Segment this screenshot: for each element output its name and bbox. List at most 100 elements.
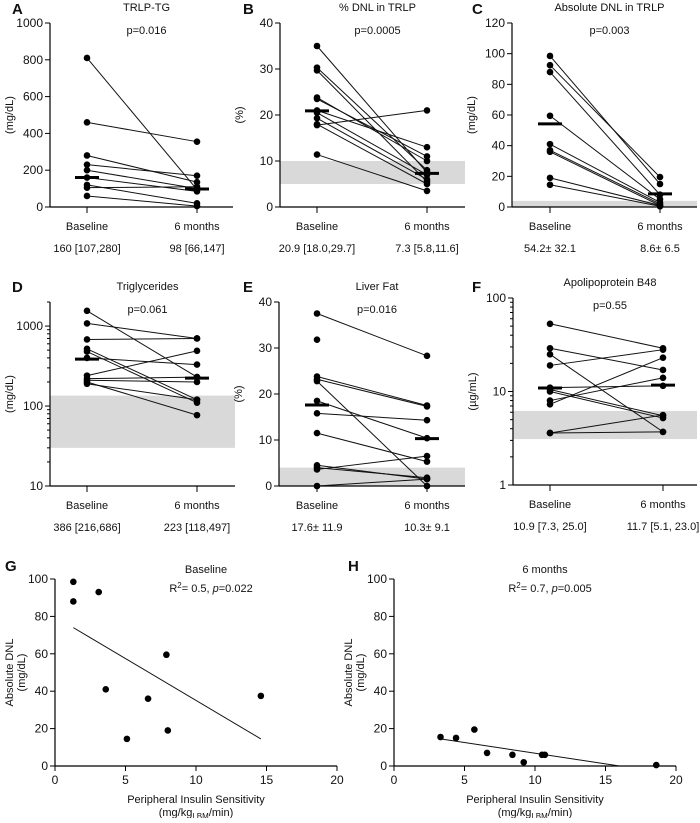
summary-statistic: 10.3± 9.1	[404, 522, 450, 534]
paired-line	[549, 184, 661, 207]
data-point	[452, 734, 460, 742]
data-point	[656, 180, 664, 188]
x-tick-label: 6 months	[174, 500, 220, 512]
y-tick-label: 0	[498, 200, 505, 214]
paired-line	[86, 186, 198, 189]
data-point	[546, 140, 554, 148]
data-point	[313, 95, 321, 103]
data-point	[509, 751, 516, 759]
y-tick-label: 60	[492, 108, 506, 122]
data-point	[659, 428, 667, 436]
data-point	[313, 310, 321, 317]
x-tick-label: Baseline	[296, 500, 338, 512]
y-tick-label: 0	[266, 200, 273, 214]
y-tick-label: 100	[23, 399, 43, 413]
x-axis-label: Peripheral Insulin Sensitivity	[127, 794, 265, 806]
y-tick-label: 10	[259, 433, 273, 447]
annotation-part: p	[212, 583, 219, 595]
data-point	[83, 54, 91, 62]
chart-title: Baseline	[185, 564, 227, 576]
y-tick-label: 30	[260, 62, 274, 76]
reference-range-band	[50, 395, 235, 448]
paired-line	[316, 400, 428, 439]
panel-letter: E	[243, 279, 253, 296]
paired-line	[86, 376, 198, 380]
data-point	[313, 336, 321, 344]
data-point	[546, 61, 554, 69]
annotation-part: R	[169, 583, 177, 595]
summary-statistic: 17.6± 11.9	[291, 522, 342, 534]
data-point	[423, 176, 431, 183]
y-tick-label: 80	[492, 77, 506, 91]
data-point	[437, 733, 444, 741]
data-point	[95, 588, 103, 596]
data-point	[546, 52, 554, 60]
paired-line	[549, 389, 664, 417]
data-point	[313, 121, 321, 129]
paired-line	[86, 164, 198, 177]
paired-line	[86, 195, 198, 207]
paired-line	[549, 353, 664, 433]
data-point	[83, 320, 91, 327]
summary-statistic: 11.7 [5.1, 23.0]	[627, 521, 700, 533]
y-tick-label: 40	[492, 139, 506, 153]
data-point	[546, 388, 554, 395]
y-tick-label: 100	[485, 47, 505, 61]
data-point	[546, 362, 554, 369]
x-tick-label: 0	[52, 773, 59, 787]
x-tick-label: 15	[599, 773, 613, 787]
panel-h: H 6 months R2= 0.7, p=0.005 0 20 40 60 80 100 0 5 1…	[343, 558, 683, 821]
paired-line	[316, 109, 428, 148]
paired-line	[316, 109, 428, 126]
paired-line	[86, 379, 198, 383]
data-point	[313, 42, 321, 50]
data-point	[313, 429, 321, 437]
data-point	[423, 143, 431, 151]
data-point	[546, 320, 554, 328]
paired-line	[86, 154, 198, 183]
data-point	[423, 153, 431, 160]
annotation-part: = 0.7,	[521, 583, 552, 595]
panel-letter: G	[5, 558, 17, 575]
y-axis-unit: (mg/dL)	[16, 654, 28, 692]
x-tick-label: Baseline	[529, 499, 571, 511]
chart-title: Apolipoprotein B48	[564, 277, 657, 289]
data-point	[83, 184, 91, 191]
panel-letter: C	[472, 1, 483, 18]
data-point	[313, 151, 321, 158]
data-point	[659, 411, 667, 419]
data-point	[546, 350, 554, 358]
paired-line	[86, 121, 198, 143]
y-axis-label: (mg/dL)	[4, 375, 16, 413]
paired-line	[86, 351, 198, 404]
data-point	[123, 735, 131, 743]
data-point	[193, 396, 201, 404]
unit-part: /min)	[548, 807, 572, 818]
y-tick-label: 40	[259, 295, 273, 309]
paired-line	[86, 337, 198, 340]
y-tick-label: 80	[374, 609, 388, 623]
data-point	[541, 751, 549, 759]
panel-letter: B	[243, 1, 254, 18]
data-point	[144, 695, 152, 702]
paired-line	[316, 123, 428, 185]
paired-line	[316, 98, 428, 157]
unit-part: /min)	[209, 807, 233, 818]
paired-line	[316, 313, 428, 357]
summary-statistic: 98 [66,147]	[169, 243, 224, 255]
data-point	[313, 114, 321, 122]
p-value-annotation: p=0.55	[593, 300, 627, 312]
x-tick-label: 6 months	[404, 221, 450, 233]
chart-title: TRLP-TG	[123, 2, 170, 14]
panel-b: B % DNL in TRLP p=0.0005 0 10 20 30 40 (%) Baseli…	[234, 1, 465, 255]
x-tick-label: 10	[528, 773, 542, 787]
paired-line	[86, 348, 198, 401]
x-axis-label: Peripheral Insulin Sensitivity	[466, 794, 604, 806]
data-point	[193, 202, 201, 210]
data-point	[193, 335, 201, 342]
data-point	[193, 378, 201, 386]
paired-line	[86, 177, 198, 192]
paired-line	[86, 57, 198, 190]
chart-title: Liver Fat	[356, 281, 399, 293]
y-tick-label: 20	[35, 722, 49, 736]
